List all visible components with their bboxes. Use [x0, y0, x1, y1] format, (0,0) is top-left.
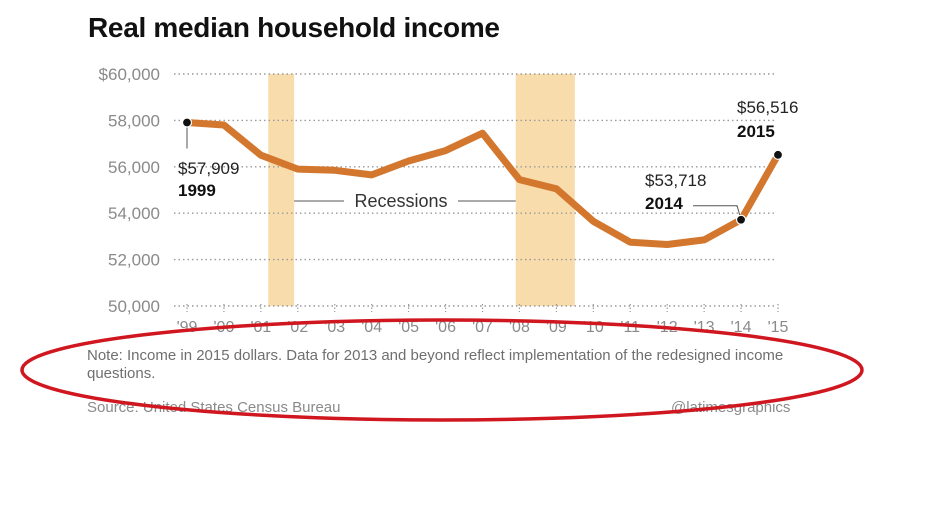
recession-band-2 — [515, 74, 575, 306]
x-tick-label: '05 — [398, 319, 419, 336]
x-tick-label: '03 — [324, 319, 345, 336]
chart-note: Note: Income in 2015 dollars. Data for 2… — [87, 347, 784, 382]
recession-label: Recessions — [354, 191, 447, 211]
annotation-2014-leader — [693, 205, 738, 207]
annotation-2015-year: 2015 — [737, 122, 775, 141]
data-point-2014 — [735, 214, 747, 225]
annotation-1999-year: 1999 — [178, 181, 216, 200]
chart-title: Real median household income — [88, 12, 500, 43]
annotation-1999-value: $57,909 — [178, 159, 239, 178]
recession-bands — [268, 74, 575, 306]
income-series — [183, 119, 782, 248]
chart-source: Source: United States Census Bureau — [87, 399, 341, 416]
y-tick-label: 56,000 — [108, 158, 160, 177]
annotation-2014-year: 2014 — [645, 194, 683, 213]
x-tick-label: '07 — [472, 319, 493, 336]
y-tick-label: 54,000 — [108, 204, 160, 223]
data-point-1999 — [181, 117, 193, 128]
x-axis-tick-labels: '99 '00 '01 '02 '03 '04 '05 '06 '07 '08 '09 '10 '11 '… — [177, 319, 789, 336]
x-tick-label: '09 — [546, 319, 567, 336]
x-tick-label: '12 — [657, 319, 678, 336]
y-tick-label: $60,000 — [99, 65, 160, 84]
annotation-2014-value: $53,718 — [645, 171, 706, 190]
income-line — [183, 119, 782, 248]
x-tick-label: '08 — [509, 319, 530, 336]
x-tick-label: '01 — [250, 319, 271, 336]
annotation-2015-value: $56,516 — [737, 98, 798, 117]
x-tick-label: '00 — [214, 319, 235, 336]
x-tick-label: '13 — [694, 319, 715, 336]
x-tick-label: '06 — [435, 319, 456, 336]
x-tick-label: '11 — [620, 319, 640, 336]
x-tick-label: '14 — [731, 319, 752, 336]
x-tick-label: '15 — [768, 319, 789, 336]
recession-band-1 — [268, 74, 295, 306]
gridlines — [174, 73, 779, 312]
y-tick-label: 50,000 — [108, 297, 160, 316]
x-tick-label: '99 — [177, 319, 198, 336]
data-point-2015 — [772, 149, 784, 160]
x-tick-label: '10 — [583, 319, 604, 336]
chart-credit: @latimesgraphics — [671, 399, 791, 416]
y-tick-label: 58,000 — [108, 111, 160, 130]
x-tick-label: '02 — [287, 319, 308, 336]
annotations: Recessions $57,909 1999 $53,718 2014 $56,516 2… — [178, 98, 798, 225]
y-axis-tick-labels: $60,000 58,000 56,000 54,000 52,000 50,000 — [99, 65, 160, 316]
x-tick-label: '04 — [361, 319, 382, 336]
y-tick-label: 52,000 — [108, 251, 160, 270]
